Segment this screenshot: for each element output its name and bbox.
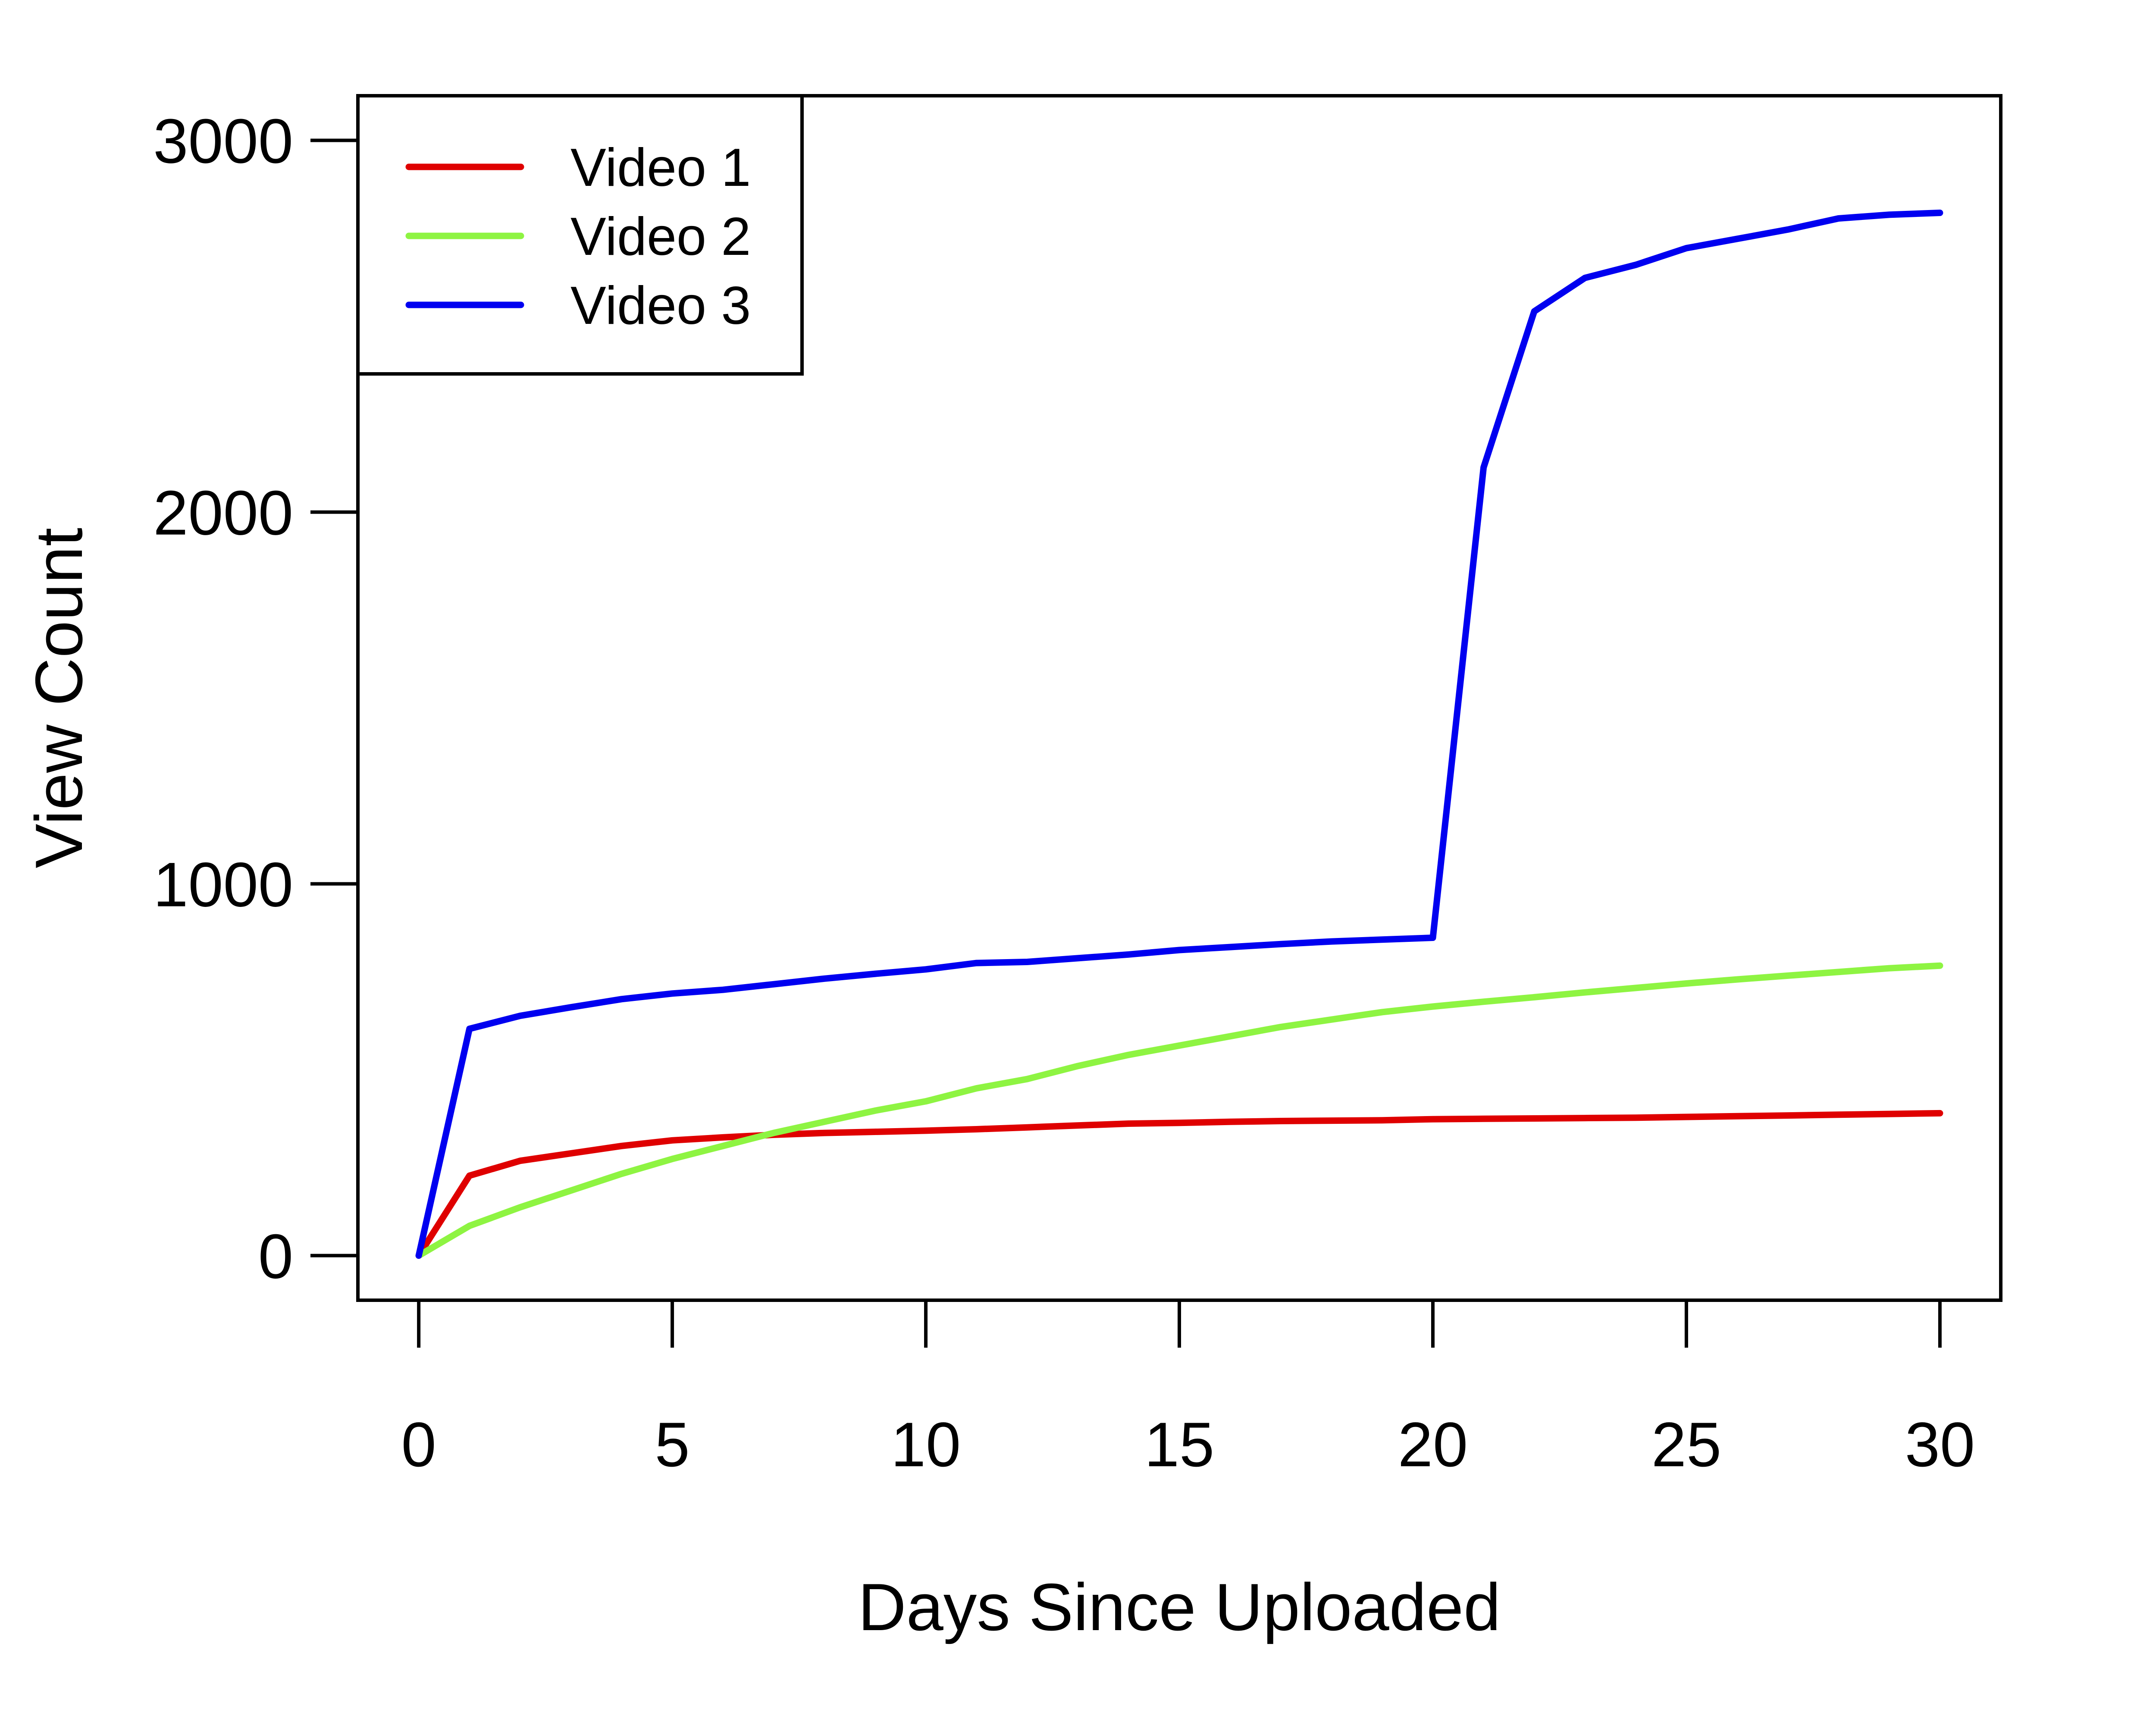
y-axis: 0 1000 2000 3000 [153,106,360,1292]
y-tick-label: 1000 [153,850,293,920]
x-tick-label: 30 [1905,1409,1975,1480]
legend: Video 1 Video 2 Video 3 [356,94,804,376]
series-line-video-2 [415,962,1943,1259]
legend-label: Video 1 [570,138,751,198]
legend-label: Video 3 [570,276,751,336]
y-tick-label: 0 [258,1221,293,1292]
x-axis: 0 5 10 15 20 25 30 [401,1298,1975,1480]
y-axis-title: View Count [22,528,96,869]
x-axis-title: Days Since Uploaded [858,1570,1501,1644]
y-tick-label: 2000 [153,477,293,548]
x-tick-label: 5 [655,1409,689,1480]
series-layer [415,210,1943,1259]
series-line-video-3 [415,210,1943,1259]
x-tick-label: 0 [401,1409,436,1480]
x-tick-label: 10 [891,1409,961,1480]
y-tick-label: 3000 [153,106,293,176]
x-tick-label: 25 [1651,1409,1721,1480]
x-tick-label: 15 [1144,1409,1214,1480]
legend-label: Video 2 [570,207,751,267]
series-line-video-1 [415,1110,1943,1259]
x-tick-label: 20 [1398,1409,1468,1480]
